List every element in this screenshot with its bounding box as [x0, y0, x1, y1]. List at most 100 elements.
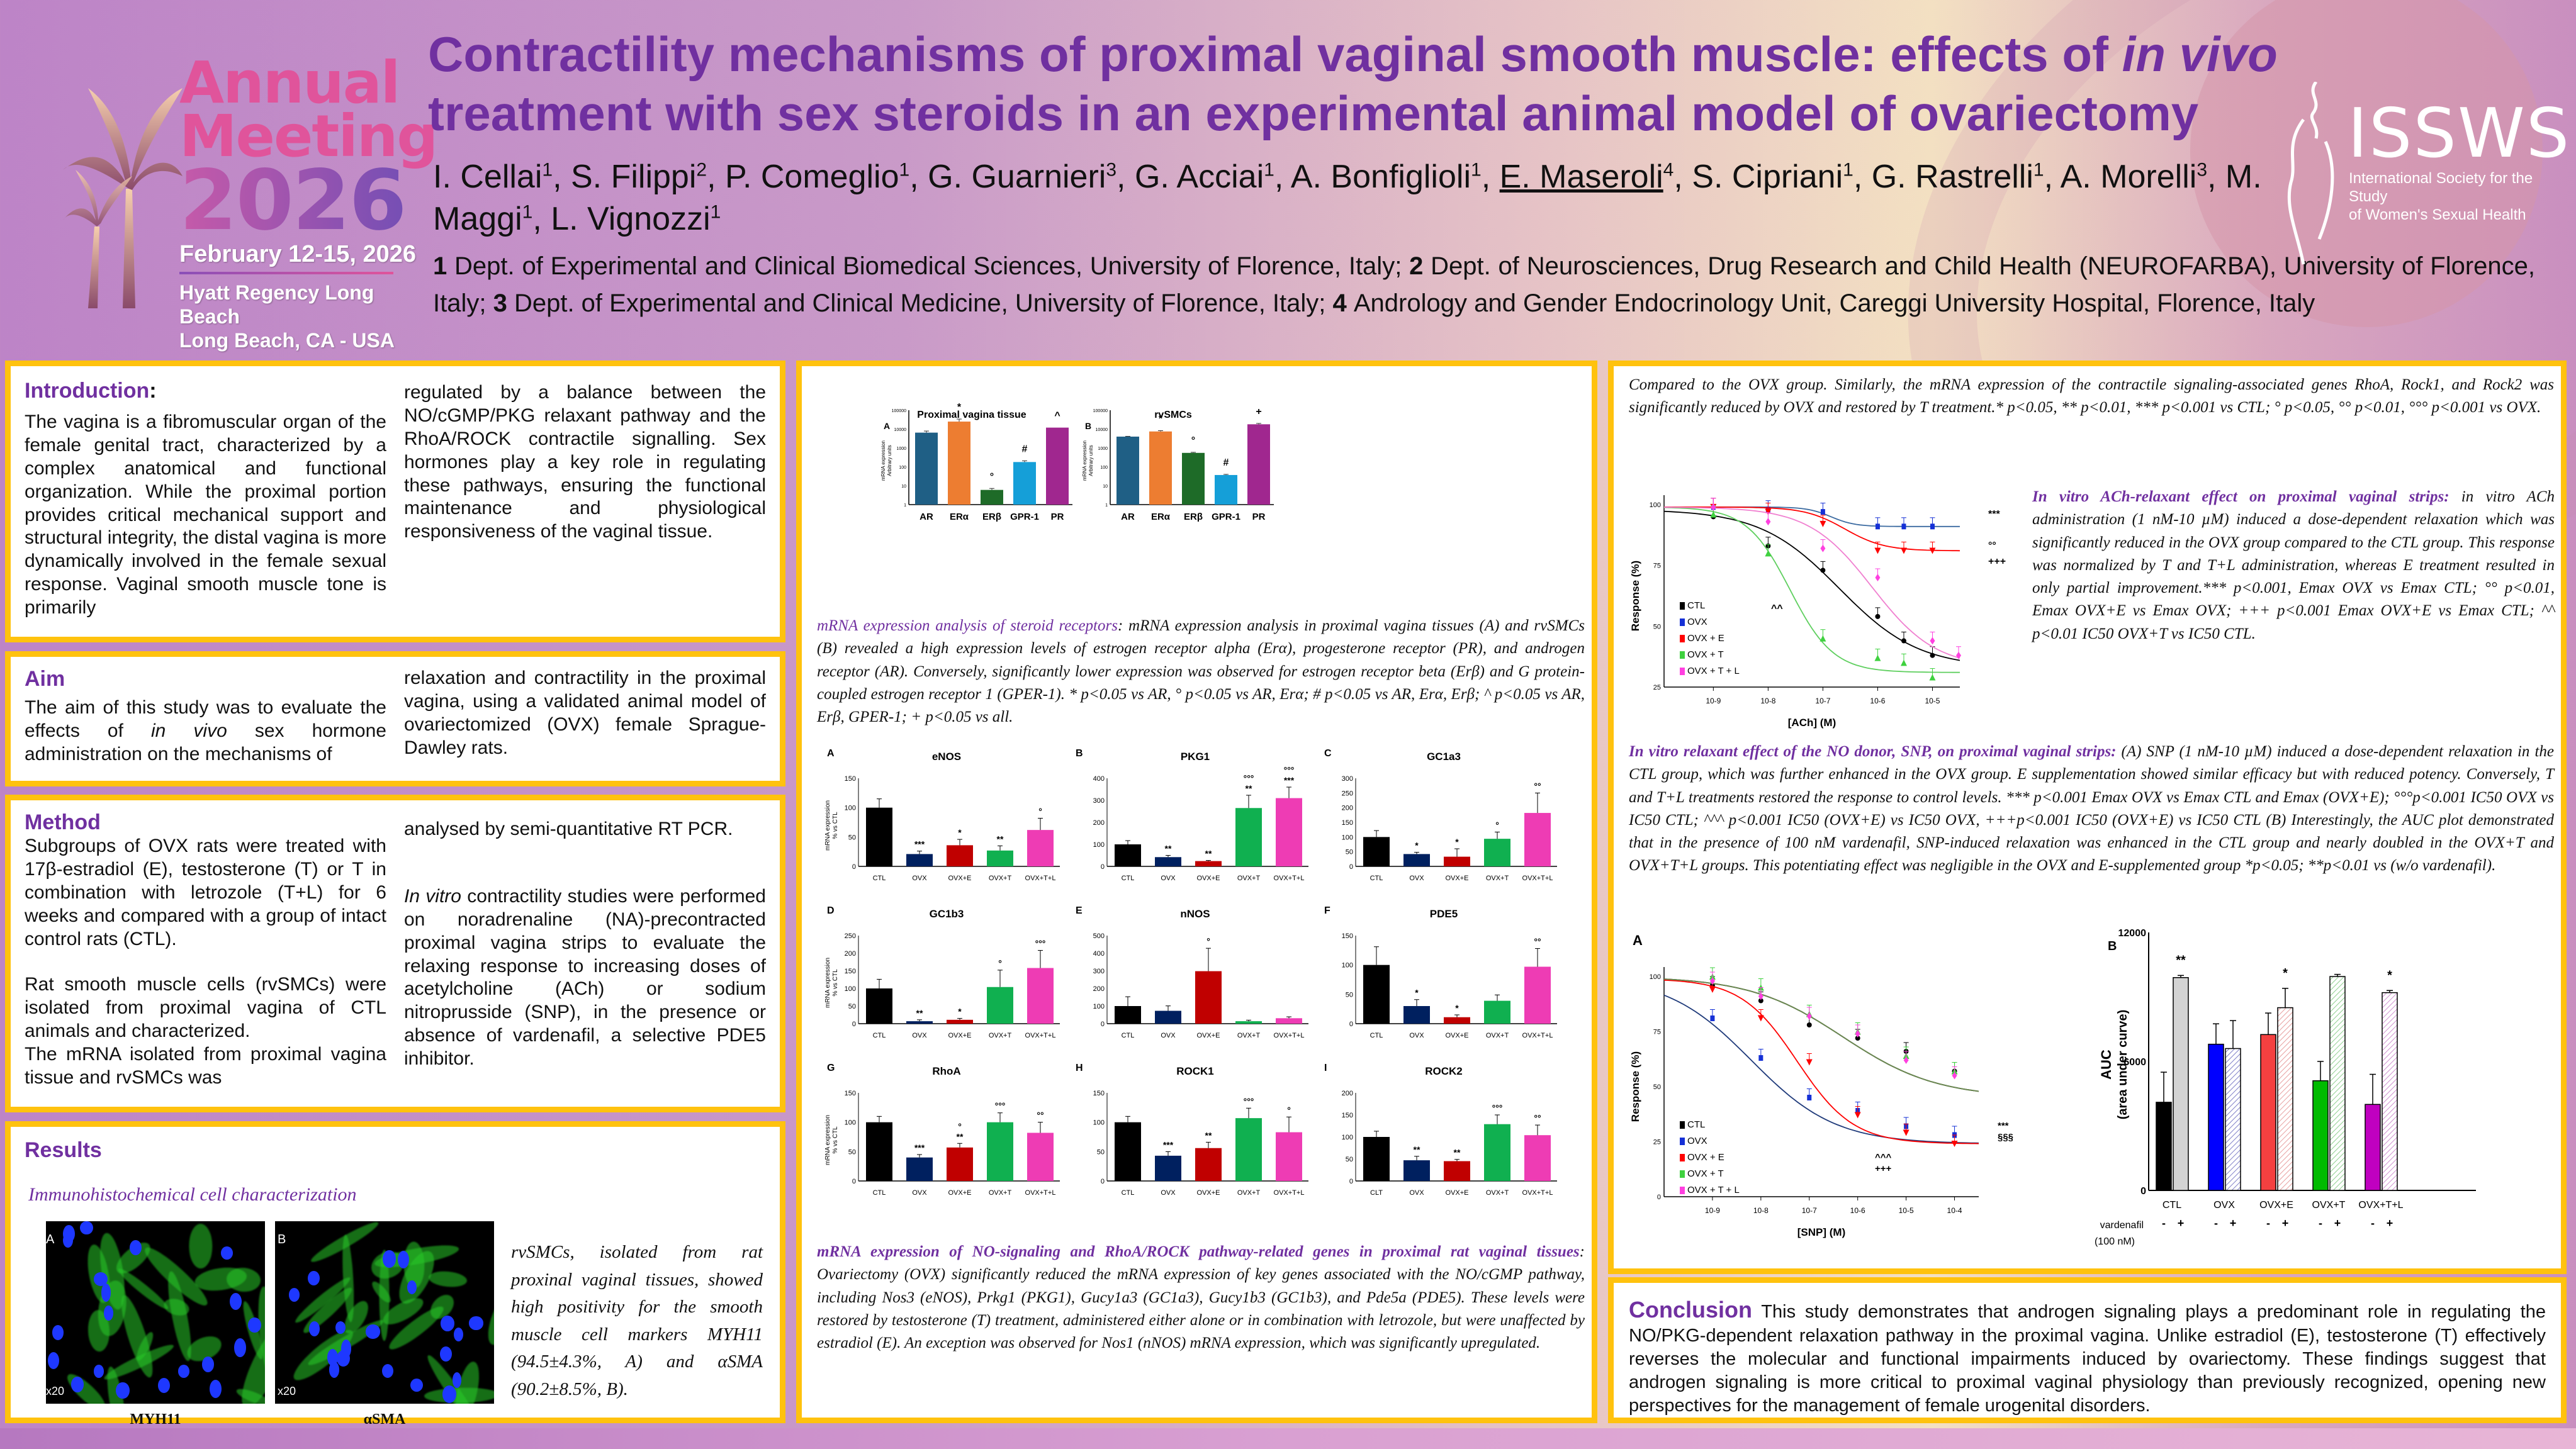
y-tick-label: 0 [852, 863, 856, 871]
cell-nucleus [104, 1306, 113, 1321]
data-point [1806, 1059, 1813, 1066]
data-point [1929, 547, 1936, 554]
significance-mark: * [2387, 968, 2392, 982]
cell-nucleus [469, 1316, 483, 1330]
chart-title: eNOS [932, 751, 961, 763]
x-tick-label: 10-5 [1899, 1206, 1914, 1215]
y-axis-label: Arbitrary units [887, 445, 892, 476]
bar [1444, 1017, 1470, 1024]
x-tick-label: OVX+E [1197, 1189, 1220, 1197]
cell-nucleus [93, 1365, 104, 1378]
data-point [1956, 651, 1962, 659]
y-tick-label: 0 [1349, 1178, 1353, 1185]
y-tick-label: 150 [845, 968, 856, 975]
method-p1: Subgroups of OVX rats were treated with … [25, 836, 386, 949]
significance-mark: °°° [1492, 1103, 1503, 1113]
results-heading: Results [25, 1138, 102, 1162]
y-tick-label: 100 [1650, 501, 1661, 509]
title-text-2: treatment with sex steroids in an experi… [428, 85, 2199, 141]
significance-mark: ** [997, 834, 1004, 844]
micrograph-asma [275, 1221, 494, 1404]
vardenafil-sign: - [2319, 1217, 2322, 1229]
y-tick-label: 12000 [2118, 928, 2147, 939]
legend-marker [1680, 1170, 1685, 1178]
data-point [1709, 977, 1715, 985]
y-tick-label: 100 [1342, 834, 1353, 841]
panel-letter: E [1076, 905, 1083, 916]
cell-nucleus [382, 1363, 394, 1378]
x-tick-label: 10-8 [1760, 697, 1775, 705]
x-tick-label: 10-8 [1753, 1206, 1769, 1215]
micrograph-b-label: B [278, 1233, 286, 1246]
cell-nucleus [340, 1340, 352, 1358]
affiliation: 3 Dept. of Experimental and Clinical Med… [493, 289, 1333, 318]
significance-mark: * [1455, 1003, 1459, 1013]
bar [1363, 837, 1390, 866]
logo-year: 2026 [179, 159, 437, 242]
data-point [1900, 659, 1907, 666]
vardenafil-sign: + [2178, 1217, 2185, 1229]
cell-nucleus [440, 1316, 454, 1331]
y-tick-label: 75 [1653, 1029, 1661, 1036]
y-tick-label: 25 [1653, 1139, 1661, 1146]
legend-marker [1680, 668, 1685, 675]
bar [1155, 1010, 1181, 1024]
cell-nucleus [453, 1327, 463, 1342]
bar [1027, 968, 1054, 1024]
legend-label: OVX + T [1687, 1168, 1724, 1179]
significance-mark: ° [1038, 806, 1042, 816]
micrograph-a-caption: MYH11 [130, 1411, 181, 1428]
y-tick-label: 400 [1093, 775, 1105, 783]
ach-caption: In vitro ACh-relaxant effect on proximal… [2032, 488, 2555, 642]
x-tick-label: OVX+T+L [1025, 875, 1056, 882]
y-tick-label: 100 [1342, 1134, 1353, 1141]
legend-label: CTL [1687, 600, 1705, 611]
x-tick-label: OVX [912, 875, 927, 882]
y-tick-label: 100 [1093, 841, 1105, 849]
title-text-1: Contractility mechanisms of proximal vag… [428, 26, 2122, 82]
affiliations: 1 Dept. of Experimental and Clinical Bio… [433, 248, 2535, 322]
x-tick-label: OVX+T [989, 875, 1012, 882]
y-tick-label: 0 [1101, 1178, 1105, 1185]
bar [1195, 971, 1222, 1024]
y-tick-label: 1000 [1098, 447, 1108, 451]
x-tick-label: CTL [1122, 875, 1135, 882]
author: G. Acciai1 [1134, 159, 1274, 195]
x-axis-label: [SNP] (M) [1797, 1226, 1845, 1238]
y-tick-label: 200 [1093, 819, 1105, 827]
data-point [1901, 638, 1906, 644]
significance-mark: ** [1414, 1144, 1420, 1155]
significance-mark: °° [1534, 781, 1541, 791]
results-subtitle: Immunohistochemical cell characterizatio… [28, 1184, 357, 1205]
data-point [1900, 547, 1907, 554]
cell-body [189, 1224, 213, 1269]
legend-label: CTL [1687, 1119, 1705, 1130]
x-tick-label: OVX+E [1446, 1189, 1469, 1197]
legend-marker [1680, 1187, 1685, 1194]
author: A. Bonfiglioli1 [1290, 159, 1482, 195]
introduction-heading: Introduction: [25, 379, 157, 403]
x-tick-label: ERβ [1184, 512, 1203, 522]
y-tick-label: 100 [1093, 1003, 1105, 1010]
y-tick-label: 150 [1342, 1112, 1353, 1119]
chart-title: PDE5 [1430, 908, 1458, 920]
x-tick-label: OVX [1409, 1032, 1424, 1039]
results-panel: Results Immunohistochemical cell charact… [5, 1121, 785, 1428]
significance-mark: °° [1037, 1111, 1043, 1121]
panel-letter: B [2108, 939, 2117, 953]
x-tick-label: OVX+T [989, 1032, 1012, 1039]
significance-mark: ** [957, 1131, 964, 1141]
y-tick-label: 0 [1101, 863, 1105, 871]
y-axis-label: mRNA expression [824, 1115, 831, 1165]
significance-mark: *** [914, 839, 925, 849]
fit-curve [1663, 978, 1979, 1092]
affiliation: 4 Andrology and Gender Endocrinology Uni… [1332, 289, 2315, 318]
society-acronym: ISSWSH [2348, 94, 2576, 173]
bar [2173, 977, 2189, 1191]
y-tick-label: 50 [1653, 623, 1661, 630]
y-tick-label: 100 [899, 466, 906, 470]
micrograph-a-mag: x20 [46, 1385, 65, 1397]
author: G. Guarnieri3 [928, 159, 1117, 195]
x-tick-label: GPR-1 [1212, 512, 1240, 522]
significance-mark: * [1415, 988, 1419, 998]
